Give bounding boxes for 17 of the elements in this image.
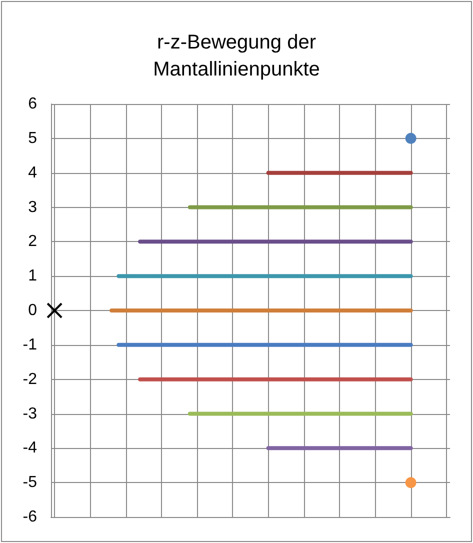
- y-tick-label: 2: [28, 233, 38, 250]
- y-tick-label: -6: [22, 508, 38, 526]
- y-tick-label: 5: [28, 130, 38, 147]
- y-tick-label: -2: [22, 370, 38, 388]
- point: [405, 477, 416, 488]
- chart-title: r-z-Bewegung der Mantallinienpunkte: [153, 32, 320, 80]
- y-tick-label: 3: [28, 198, 38, 216]
- y-tick-label: 0: [28, 302, 38, 319]
- y-tick-label: -3: [22, 405, 38, 422]
- y-tick-label: -4: [22, 440, 38, 457]
- y-tick-label: 4: [28, 164, 38, 182]
- y-tick-label: -5: [22, 474, 38, 492]
- y-tick-label: 1: [28, 268, 38, 285]
- y-tick-label: 6: [28, 96, 38, 112]
- y-tick-label: -1: [22, 336, 38, 354]
- point: [405, 132, 416, 144]
- point: [46, 302, 63, 318]
